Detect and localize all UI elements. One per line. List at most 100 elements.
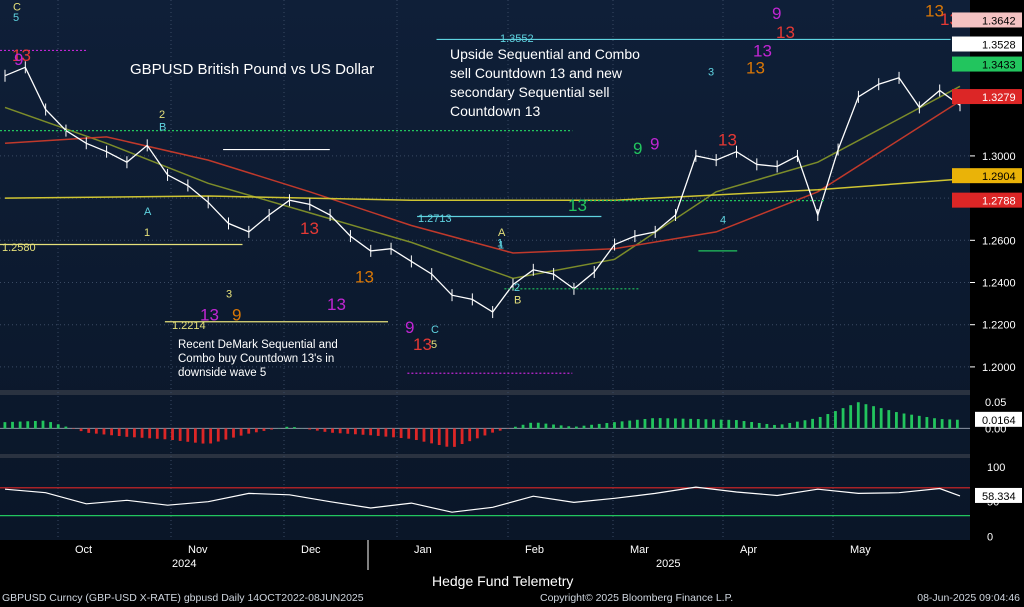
macd-bar xyxy=(87,428,91,433)
td-count: 13 xyxy=(776,23,795,42)
macd-bar xyxy=(712,419,715,429)
plot-background xyxy=(0,0,970,540)
macd-bar xyxy=(910,414,914,429)
macd-bar xyxy=(780,424,784,429)
macd-bar xyxy=(384,428,388,437)
rsi-last-tag xyxy=(975,487,1022,503)
macd-bar xyxy=(818,416,822,429)
td-count: 13 xyxy=(327,295,346,314)
macd-bar xyxy=(834,411,837,429)
macd-bar xyxy=(750,422,754,429)
td-count: 13 xyxy=(355,268,374,287)
price-series xyxy=(4,61,961,319)
wave-label: 5 xyxy=(431,339,437,351)
rsi-tick-label: 100 xyxy=(987,462,1005,474)
macd-bar xyxy=(49,422,53,429)
watermark: Hedge Fund Telemetry xyxy=(432,573,573,589)
macd-bar xyxy=(895,412,898,429)
wave-label: 4 xyxy=(720,214,726,226)
macd-bar xyxy=(696,419,700,429)
wave-label: B xyxy=(514,295,521,307)
macd-bar xyxy=(483,428,487,436)
macd-bar xyxy=(460,428,464,445)
macd-bar xyxy=(338,428,342,434)
level-label-2: 1.2713 xyxy=(418,213,452,225)
macd-bar xyxy=(773,424,776,429)
macd-bar xyxy=(704,419,708,429)
wave-label: 2 xyxy=(514,282,520,294)
recent-note-line-3: downside wave 5 xyxy=(178,367,266,379)
macd-bar xyxy=(651,418,654,429)
macd-bar xyxy=(856,402,860,429)
price-tick-label: 1.2600 xyxy=(982,235,1016,247)
td-count: 13 xyxy=(753,42,772,61)
td-count: 13 xyxy=(718,130,737,149)
macd-bar xyxy=(56,424,60,429)
macd-bar xyxy=(193,428,197,443)
macd-bar xyxy=(674,418,677,429)
macd-bar xyxy=(879,408,883,429)
month-label: Feb xyxy=(525,544,544,556)
macd-bar xyxy=(521,424,525,429)
month-label: Mar xyxy=(630,544,649,556)
macd-bar xyxy=(605,423,609,429)
macd-bar xyxy=(216,428,220,442)
macd-bar xyxy=(285,426,289,429)
wave-label: A xyxy=(498,227,506,239)
price-tag-label: 1.3642 xyxy=(982,15,1016,27)
macd-bar xyxy=(399,428,403,438)
macd-bar xyxy=(232,428,235,438)
price-tag-label: 1.2904 xyxy=(982,171,1016,183)
macd-bar xyxy=(841,408,845,429)
macd-bar xyxy=(140,428,144,438)
macd-bar xyxy=(628,420,632,429)
macd-bar xyxy=(346,428,350,434)
wave-label: 5 xyxy=(13,12,19,24)
month-label: Nov xyxy=(188,544,208,556)
year-label: 2025 xyxy=(656,558,680,570)
macd-bar xyxy=(331,428,334,433)
macd-bar xyxy=(536,422,540,429)
macd-bar xyxy=(658,418,662,429)
macd-tick-label: 0.05 xyxy=(985,397,1006,409)
price-tag xyxy=(952,36,1022,52)
upside-note-line-2: sell Countdown 13 and new xyxy=(450,65,623,81)
macd-bar xyxy=(940,419,944,429)
price-tick-label: 1.2200 xyxy=(982,320,1016,332)
macd-bar xyxy=(590,424,594,429)
macd-bar xyxy=(369,428,373,436)
ma-line xyxy=(4,178,961,201)
macd-bar xyxy=(293,427,296,429)
level-label-1: 1.3552 xyxy=(500,33,534,45)
price-tick-label: 1.2400 xyxy=(982,278,1016,290)
price-tag-label: 1.3279 xyxy=(982,92,1016,104)
wave-label: 3 xyxy=(708,67,714,79)
macd-bar xyxy=(186,428,190,442)
macd-bar xyxy=(11,421,14,429)
recent-annotation: Recent DeMark Sequential and Combo buy C… xyxy=(178,339,338,379)
macd-bar xyxy=(719,419,723,429)
macd-last-label: 0.0164 xyxy=(982,415,1016,427)
wave-label: C xyxy=(13,1,21,13)
macd-bar xyxy=(33,420,37,429)
macd-bar xyxy=(414,428,418,441)
chart-title: GBPUSD British Pound vs US Dollar xyxy=(130,61,374,78)
macd-bar xyxy=(102,428,106,435)
macd-bar xyxy=(110,428,113,436)
macd-bar xyxy=(887,410,891,429)
td-levels xyxy=(0,38,951,374)
macd-bar xyxy=(955,419,959,429)
price-tick-label: 1.3000 xyxy=(982,151,1016,163)
rsi-tick-label: 0 xyxy=(987,532,993,544)
macd-bar xyxy=(567,426,571,429)
macd-bar xyxy=(361,428,365,435)
macd-bar xyxy=(79,428,83,432)
macd-bar xyxy=(209,428,213,444)
macd-bar xyxy=(925,417,929,429)
month-label: May xyxy=(850,544,871,556)
macd-bar xyxy=(430,428,434,444)
axes: 1.20001.22001.24001.26001.28001.3000OctN… xyxy=(75,12,1022,570)
macd-bar xyxy=(117,428,121,437)
macd-bar xyxy=(582,425,586,429)
